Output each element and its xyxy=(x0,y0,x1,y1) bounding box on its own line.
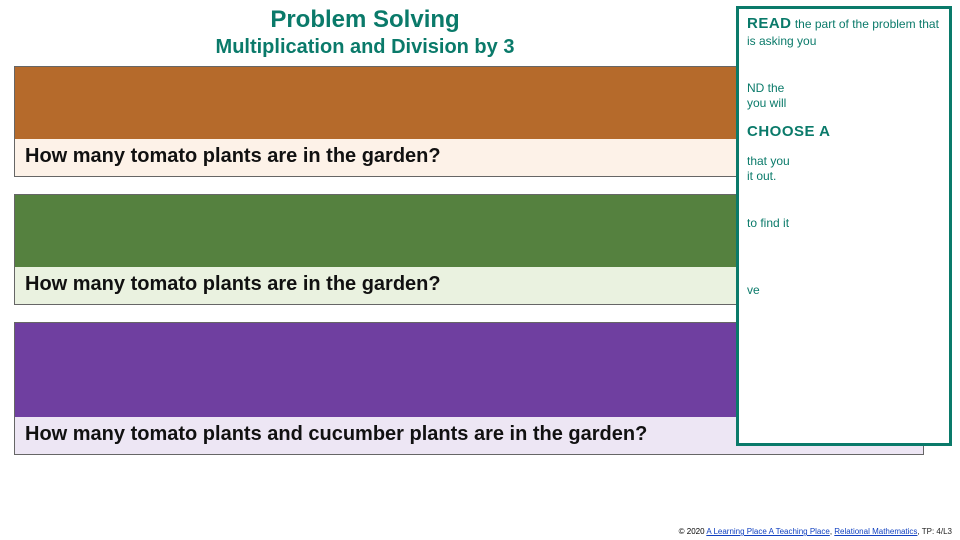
sidebar-text: to find it xyxy=(747,216,789,230)
footer-year: © 2020 xyxy=(679,527,705,536)
sidebar-step-solve: ve xyxy=(747,283,941,298)
sidebar-text: it out. xyxy=(747,169,776,183)
page-title: Problem Solving xyxy=(0,0,730,34)
sidebar-step-understand: ND the you will xyxy=(747,81,941,111)
sidebar-step-read: READ the part of the problem that is ask… xyxy=(747,15,941,49)
sidebar-text: ve xyxy=(747,283,760,297)
footer-tail: TP: 4/L3 xyxy=(922,527,952,536)
sidebar-step-choose: CHOOSE A xyxy=(747,123,941,142)
sidebar-steps: READ the part of the problem that is ask… xyxy=(736,6,952,446)
sidebar-keyword: CHOOSE A xyxy=(747,123,830,140)
footer-link-2[interactable]: Relational Mathematics xyxy=(834,527,917,536)
footer-link-1[interactable]: A Learning Place A Teaching Place xyxy=(706,527,830,536)
sidebar-gap xyxy=(747,263,941,283)
sidebar-keyword: READ xyxy=(747,15,792,32)
sidebar-gap xyxy=(747,243,941,263)
sidebar-step-find: to find it xyxy=(747,216,941,231)
sidebar-text: ND the xyxy=(747,81,784,95)
sidebar-gap xyxy=(747,61,941,81)
footer: © 2020 A Learning Place A Teaching Place… xyxy=(679,527,952,536)
page-subtitle: Multiplication and Division by 3 xyxy=(0,34,730,65)
sidebar-text: that you xyxy=(747,154,790,168)
sidebar-step-strategy: that you it out. xyxy=(747,154,941,184)
sidebar-gap xyxy=(747,196,941,216)
sidebar-text: you will xyxy=(747,96,786,110)
